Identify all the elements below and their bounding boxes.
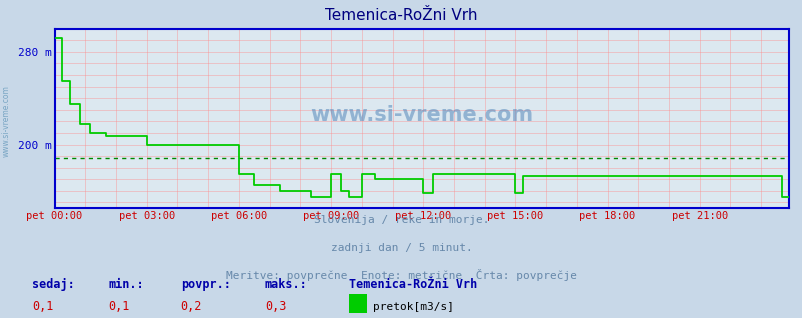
Text: maks.:: maks.: bbox=[265, 278, 307, 291]
Text: Meritve: povprečne  Enote: metrične  Črta: povprečje: Meritve: povprečne Enote: metrične Črta:… bbox=[225, 269, 577, 281]
Text: 0,1: 0,1 bbox=[108, 300, 130, 313]
Text: Temenica-RoŽni Vrh: Temenica-RoŽni Vrh bbox=[349, 278, 477, 291]
Text: pretok[m3/s]: pretok[m3/s] bbox=[373, 302, 454, 312]
Text: min.:: min.: bbox=[108, 278, 144, 291]
Text: www.si-vreme.com: www.si-vreme.com bbox=[2, 85, 11, 157]
Text: 0,2: 0,2 bbox=[180, 300, 202, 313]
Text: 0,1: 0,1 bbox=[32, 300, 54, 313]
Text: Temenica-RoŽni Vrh: Temenica-RoŽni Vrh bbox=[325, 8, 477, 23]
Text: sedaj:: sedaj: bbox=[32, 278, 75, 291]
Text: zadnji dan / 5 minut.: zadnji dan / 5 minut. bbox=[330, 243, 472, 253]
Text: 0,3: 0,3 bbox=[265, 300, 286, 313]
Text: povpr.:: povpr.: bbox=[180, 278, 230, 291]
Text: www.si-vreme.com: www.si-vreme.com bbox=[310, 105, 533, 125]
Text: Slovenija / reke in morje.: Slovenija / reke in morje. bbox=[314, 215, 488, 225]
